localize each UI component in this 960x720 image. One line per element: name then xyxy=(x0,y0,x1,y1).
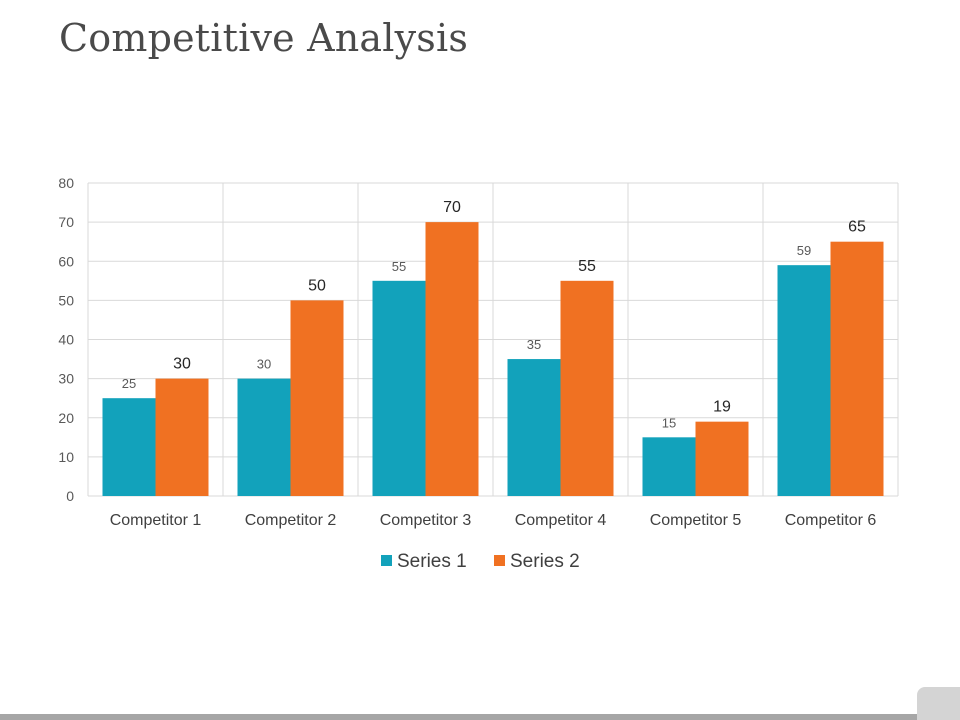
y-tick-label: 70 xyxy=(58,214,74,230)
y-tick-label: 50 xyxy=(58,292,74,308)
data-label: 35 xyxy=(527,337,541,352)
data-label: 50 xyxy=(308,277,326,294)
bar-chart: 0 10 20 30 40 50 60 70 80 25 30 30 50 55 70 35 55 15 19 59… xyxy=(58,175,899,572)
legend-swatch xyxy=(494,555,505,566)
data-labels: 25 30 30 50 55 70 35 55 15 19 59 65 xyxy=(122,199,866,430)
bar-series-1 xyxy=(642,437,696,496)
legend-label: Series 2 xyxy=(510,551,580,572)
x-tick-label: Competitor 4 xyxy=(515,512,607,529)
y-tick-label: 10 xyxy=(58,449,74,465)
bar-series-2 xyxy=(560,280,614,496)
x-axis-ticks: Competitor 1 Competitor 2 Competitor 3 Comp… xyxy=(110,512,877,529)
corner-tab xyxy=(917,687,960,720)
x-tick-label: Competitor 1 xyxy=(110,512,202,529)
data-label: 55 xyxy=(578,258,596,275)
y-tick-label: 80 xyxy=(58,175,74,191)
chart-bars xyxy=(102,222,884,496)
footer-bar xyxy=(0,714,960,720)
bar-series-2 xyxy=(290,300,344,496)
x-tick-label: Competitor 3 xyxy=(380,512,472,529)
bar-series-1 xyxy=(777,265,831,496)
slide-title: Competitive Analysis xyxy=(59,16,469,60)
x-tick-label: Competitor 5 xyxy=(650,512,742,529)
data-label: 25 xyxy=(122,376,136,391)
bar-series-1 xyxy=(237,378,291,496)
data-label: 59 xyxy=(797,243,811,258)
x-tick-label: Competitor 6 xyxy=(785,512,877,529)
y-axis-ticks: 0 10 20 30 40 50 60 70 80 xyxy=(58,175,74,504)
bar-series-2 xyxy=(695,421,749,496)
data-label: 15 xyxy=(662,415,676,430)
data-label: 30 xyxy=(173,356,191,373)
bar-series-2 xyxy=(425,222,479,496)
chart-grid xyxy=(87,182,899,497)
bar-series-1 xyxy=(102,398,156,496)
data-label: 55 xyxy=(392,259,406,274)
data-label: 65 xyxy=(848,219,866,236)
y-tick-label: 20 xyxy=(58,410,74,426)
legend-swatch xyxy=(381,555,392,566)
x-tick-label: Competitor 2 xyxy=(245,512,337,529)
bar-series-1 xyxy=(372,280,426,496)
bar-series-1 xyxy=(507,359,561,496)
bar-series-2 xyxy=(830,241,884,496)
legend-label: Series 1 xyxy=(397,551,467,572)
data-label: 70 xyxy=(443,199,461,216)
y-tick-label: 60 xyxy=(58,253,74,269)
bar-series-2 xyxy=(155,378,209,496)
data-label: 30 xyxy=(257,357,271,372)
data-label: 19 xyxy=(713,399,731,416)
y-tick-label: 0 xyxy=(66,488,74,504)
y-tick-label: 40 xyxy=(58,332,74,348)
chart-legend: Series 1 Series 2 xyxy=(381,551,580,572)
y-tick-label: 30 xyxy=(58,371,74,387)
